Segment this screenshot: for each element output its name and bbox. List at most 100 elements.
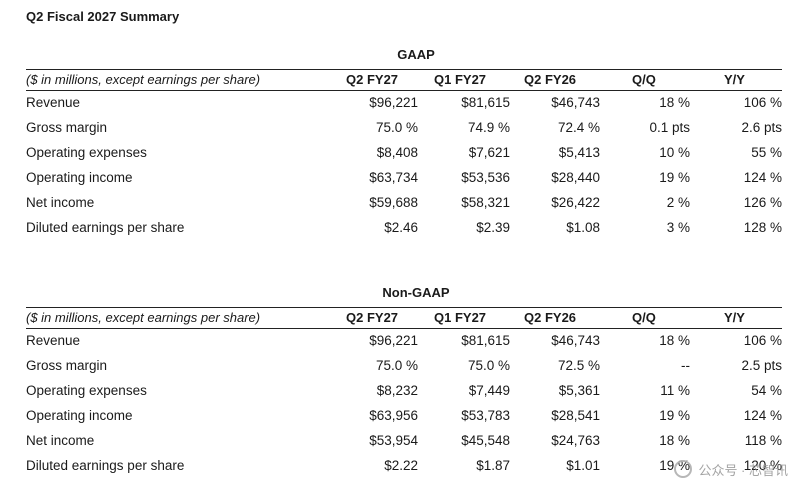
- row-label: Diluted earnings per share: [26, 458, 185, 473]
- col-yy: Y/Y: [724, 310, 745, 325]
- col-qq: Q/Q: [632, 310, 656, 325]
- cell: 18 %: [659, 95, 690, 110]
- cell: 106 %: [743, 95, 782, 110]
- cell: $7,449: [468, 383, 510, 398]
- table-row: Revenue $96,221 $81,615 $46,743 18 % 106…: [26, 95, 782, 120]
- table-row: Net income $53,954 $45,548 $24,763 18 % …: [26, 433, 782, 458]
- cell: $58,321: [461, 195, 510, 210]
- col-qq: Q/Q: [632, 72, 656, 87]
- cell: $8,408: [376, 145, 418, 160]
- cell: $1.01: [566, 458, 600, 473]
- cell: 75.0 %: [375, 358, 418, 373]
- table-row: Operating expenses $8,408 $7,621 $5,413 …: [26, 145, 782, 170]
- row-label: Revenue: [26, 95, 81, 110]
- col-q2fy26: Q2 FY26: [524, 72, 577, 87]
- cell: 19 %: [659, 170, 690, 185]
- col-q2fy27: Q2 FY27: [346, 310, 399, 325]
- cell: 126 %: [743, 195, 782, 210]
- cell: 54 %: [751, 383, 782, 398]
- cell: 18 %: [659, 433, 690, 448]
- row-label: Net income: [26, 195, 95, 210]
- cell: 74.9 %: [467, 120, 510, 135]
- table-row: Operating income $63,956 $53,783 $28,541…: [26, 408, 782, 433]
- cell: 3 %: [666, 220, 690, 235]
- col-yy: Y/Y: [724, 72, 745, 87]
- cell: $59,688: [369, 195, 418, 210]
- cell: --: [681, 358, 690, 373]
- table-row: Net income $59,688 $58,321 $26,422 2 % 1…: [26, 195, 782, 220]
- cell: $96,221: [369, 333, 418, 348]
- cell: $46,743: [551, 95, 600, 110]
- cell: $26,422: [551, 195, 600, 210]
- table-row: Revenue $96,221 $81,615 $46,743 18 % 106…: [26, 333, 782, 358]
- cell: $53,783: [461, 408, 510, 423]
- col-q2fy26: Q2 FY26: [524, 310, 577, 325]
- table-row: Diluted earnings per share $2.22 $1.87 $…: [26, 458, 782, 483]
- cell: 75.0 %: [375, 120, 418, 135]
- page-title: Q2 Fiscal 2027 Summary: [26, 9, 180, 24]
- cell: $81,615: [461, 333, 510, 348]
- cell: $2.22: [384, 458, 418, 473]
- wechat-icon: [674, 460, 693, 478]
- cell: 18 %: [659, 333, 690, 348]
- row-label: Operating income: [26, 408, 133, 423]
- cell: $53,954: [369, 433, 418, 448]
- cell: $24,763: [551, 433, 600, 448]
- cell: $53,536: [461, 170, 510, 185]
- table-row: Gross margin 75.0 % 75.0 % 72.5 % -- 2.5…: [26, 358, 782, 383]
- cell: $28,440: [551, 170, 600, 185]
- table-row: Diluted earnings per share $2.46 $2.39 $…: [26, 220, 782, 245]
- table-body: Revenue $96,221 $81,615 $46,743 18 % 106…: [26, 95, 782, 245]
- cell: 0.1 pts: [649, 120, 690, 135]
- cell: $7,621: [468, 145, 510, 160]
- col-q1fy27: Q1 FY27: [434, 310, 487, 325]
- row-label: Operating income: [26, 170, 133, 185]
- cell: 120 %: [743, 458, 782, 473]
- row-label: Net income: [26, 433, 95, 448]
- cell: 124 %: [743, 170, 782, 185]
- cell: $1.87: [476, 458, 510, 473]
- cell: 10 %: [659, 145, 690, 160]
- table-row: Operating income $63,734 $53,536 $28,440…: [26, 170, 782, 195]
- table-header: ($ in millions, except earnings per shar…: [26, 69, 782, 91]
- header-label: ($ in millions, except earnings per shar…: [26, 310, 261, 325]
- cell: $63,956: [369, 408, 418, 423]
- cell: 106 %: [743, 333, 782, 348]
- cell: 124 %: [743, 408, 782, 423]
- cell: $8,232: [376, 383, 418, 398]
- cell: $5,413: [558, 145, 600, 160]
- col-q1fy27: Q1 FY27: [434, 72, 487, 87]
- cell: $81,615: [461, 95, 510, 110]
- table-row: Operating expenses $8,232 $7,449 $5,361 …: [26, 383, 782, 408]
- cell: $5,361: [558, 383, 600, 398]
- table-header: ($ in millions, except earnings per shar…: [26, 307, 782, 329]
- cell: $45,548: [461, 433, 510, 448]
- row-label: Operating expenses: [26, 383, 147, 398]
- cell: 2 %: [666, 195, 690, 210]
- cell: $96,221: [369, 95, 418, 110]
- cell: 2.5 pts: [741, 358, 782, 373]
- cell: $2.39: [476, 220, 510, 235]
- cell: $63,734: [369, 170, 418, 185]
- cell: 72.5 %: [557, 358, 600, 373]
- watermark: 公众号 · 芯智讯: [674, 460, 788, 479]
- cell: $2.46: [384, 220, 418, 235]
- cell: 55 %: [751, 145, 782, 160]
- cell: 19 %: [659, 408, 690, 423]
- watermark-text: 公众号 · 芯智讯: [698, 463, 788, 478]
- row-label: Revenue: [26, 333, 81, 348]
- cell: 2.6 pts: [741, 120, 782, 135]
- cell: $46,743: [551, 333, 600, 348]
- row-label: Operating expenses: [26, 145, 147, 160]
- cell: 118 %: [744, 433, 782, 448]
- cell: $28,541: [551, 408, 600, 423]
- cell: 72.4 %: [557, 120, 600, 135]
- cell: 11 %: [660, 383, 690, 398]
- row-label: Gross margin: [26, 358, 108, 373]
- table-row: Gross margin 75.0 % 74.9 % 72.4 % 0.1 pt…: [26, 120, 782, 145]
- cell: $1.08: [566, 220, 600, 235]
- cell: 75.0 %: [467, 358, 510, 373]
- header-label: ($ in millions, except earnings per shar…: [26, 72, 261, 87]
- cell: 128 %: [743, 220, 782, 235]
- row-label: Gross margin: [26, 120, 108, 135]
